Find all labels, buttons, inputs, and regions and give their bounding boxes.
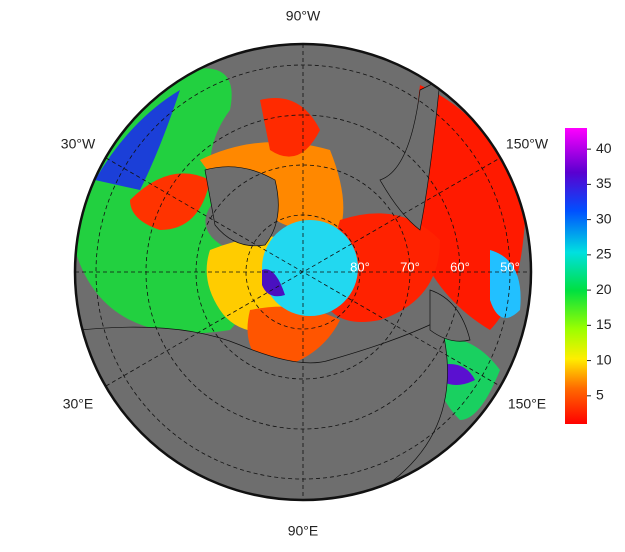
longitude-label: 150°E — [508, 396, 546, 412]
latitude-label: 70° — [400, 259, 420, 274]
map-disc — [75, 44, 531, 500]
land — [429, 289, 471, 342]
colorbar-tick-label: 40 — [596, 140, 612, 156]
colorbar-tick-label: 20 — [596, 281, 612, 297]
colorbar-tick-label: 25 — [596, 246, 612, 262]
longitude-label: 90°W — [286, 8, 321, 24]
ocean-field — [320, 213, 440, 322]
longitude-label: 90°E — [288, 523, 319, 539]
ocean-field — [262, 220, 358, 316]
colorbar-tick-label: 15 — [596, 316, 612, 332]
graticule — [75, 44, 531, 500]
colorbar-tick-label: 30 — [596, 210, 612, 226]
colorbar-tick-label: 5 — [596, 387, 604, 403]
colorbar-tick-label: 35 — [596, 175, 612, 191]
ocean-field — [440, 364, 475, 385]
latitude-label: 80° — [350, 259, 370, 274]
longitude-label: 30°W — [61, 136, 96, 152]
ocean-field — [260, 98, 320, 157]
ocean-field — [262, 269, 285, 297]
ocean-field — [130, 173, 210, 230]
colorbar — [565, 128, 587, 424]
ocean-field — [247, 306, 340, 370]
latitude-label: 60° — [450, 259, 470, 274]
latitude-label: 50° — [500, 259, 520, 274]
longitude-label: 150°W — [506, 136, 549, 152]
ocean-field — [490, 250, 521, 318]
map-border — [73, 42, 533, 502]
longitude-label: 30°E — [63, 396, 94, 412]
colorbar-tick-label: 10 — [596, 351, 612, 367]
ocean-field — [95, 90, 180, 190]
land — [379, 79, 441, 231]
